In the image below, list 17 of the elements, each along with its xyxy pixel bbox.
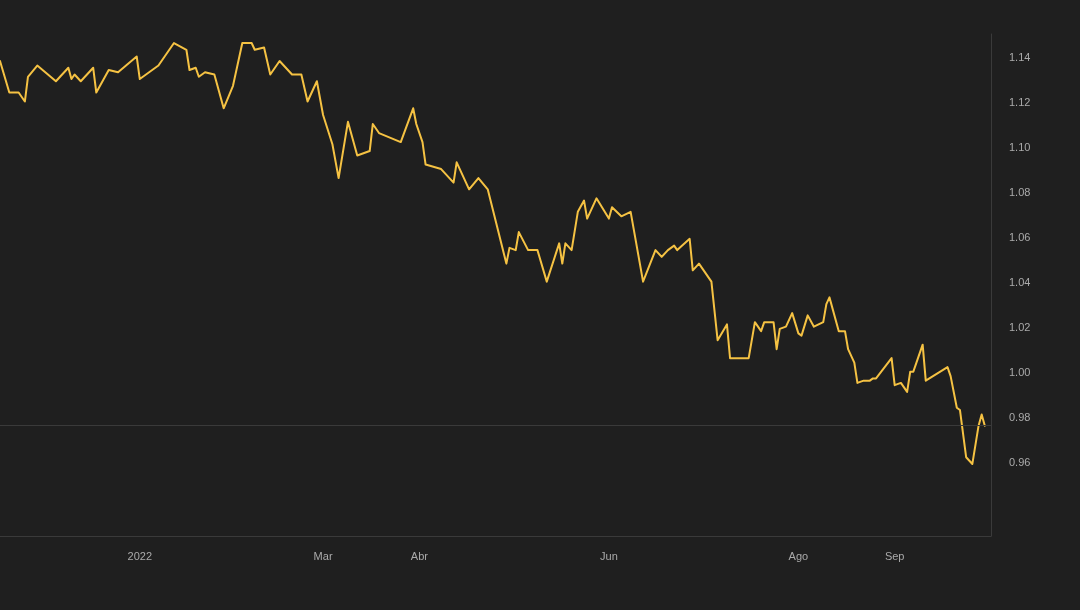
x-tick-label: Jun	[600, 549, 618, 562]
line-series	[0, 42, 986, 465]
x-tick-label: Abr	[410, 549, 429, 562]
y-tick-label: 1.10	[1009, 140, 1031, 153]
x-tick-label: 2022	[127, 549, 153, 562]
y-tick-label: 1.12	[1009, 95, 1031, 108]
x-tick-label: Sep	[884, 549, 905, 562]
y-tick-label: 1.08	[1009, 185, 1031, 198]
x-tick-label: Ago	[788, 549, 809, 562]
y-tick-label: 0.96	[1009, 455, 1031, 468]
y-tick-label: 1.04	[1009, 275, 1031, 288]
y-tick-label: 1.02	[1009, 320, 1031, 333]
y-tick-label: 1.14	[1009, 50, 1031, 63]
y-tick-label: 0.98	[1009, 410, 1031, 423]
x-tick-label: Mar	[313, 549, 333, 562]
y-tick-label: 1.00	[1009, 365, 1031, 378]
y-tick-label: 1.06	[1009, 230, 1031, 243]
